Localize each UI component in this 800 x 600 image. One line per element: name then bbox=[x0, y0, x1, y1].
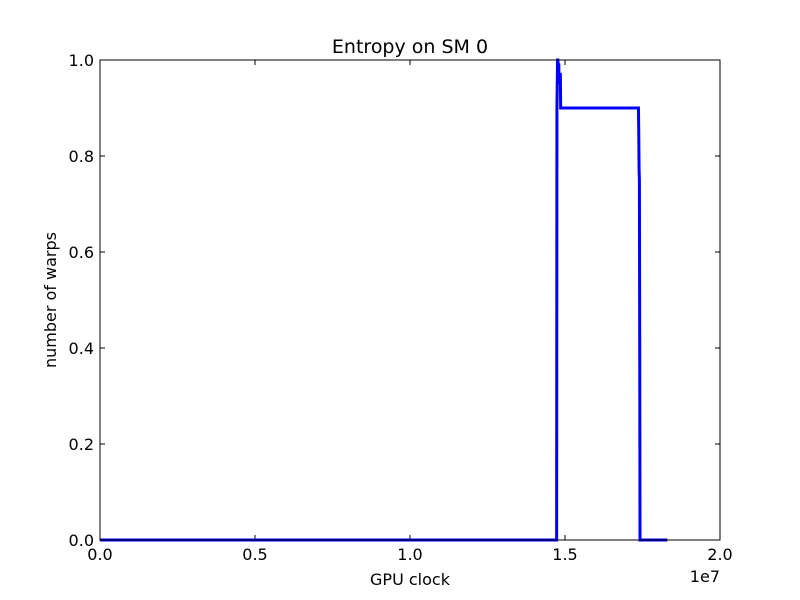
x-tick-label: 1.5 bbox=[552, 545, 577, 564]
x-tick-label: 1.0 bbox=[397, 545, 422, 564]
x-tick-label: 0.5 bbox=[242, 545, 267, 564]
y-tick-label: 0.8 bbox=[69, 147, 94, 166]
plot-area bbox=[100, 60, 720, 540]
y-tick-label: 0.0 bbox=[69, 531, 94, 550]
x-tick-label: 0.0 bbox=[87, 545, 112, 564]
y-tick-label: 0.4 bbox=[69, 339, 94, 358]
tick-labels: 0.0 0.5 1.0 1.5 2.0 0.0 0.2 0.4 0.6 0.8 1.0 bbox=[69, 51, 733, 564]
y-tick-label: 1.0 bbox=[69, 51, 94, 70]
x-axis-label: GPU clock bbox=[370, 570, 451, 589]
x-offset-label: 1e7 bbox=[690, 567, 720, 586]
chart-title: Entropy on SM 0 bbox=[332, 36, 488, 58]
y-axis-label: number of warps bbox=[41, 232, 60, 368]
plot-frame bbox=[99, 59, 721, 541]
y-tick-label: 0.2 bbox=[69, 435, 94, 454]
x-tick-label: 2.0 bbox=[707, 545, 732, 564]
y-tick-label: 0.6 bbox=[69, 243, 94, 262]
